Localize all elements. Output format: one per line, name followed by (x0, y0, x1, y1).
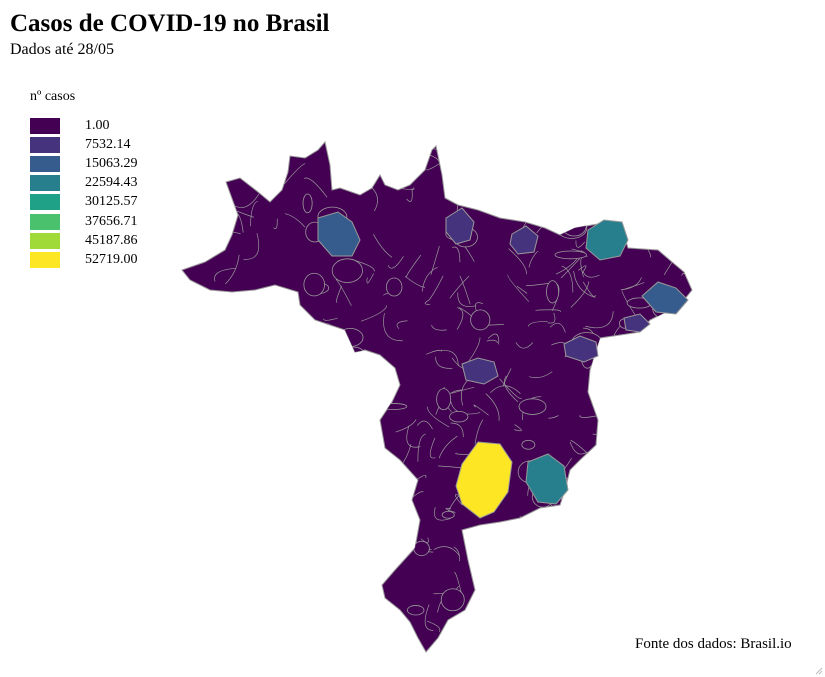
data-source-credit: Fonte dos dados: Brasil.io (635, 636, 792, 652)
legend-label: 45187.86 (85, 232, 138, 248)
legend-label: 15063.29 (85, 155, 138, 171)
legend-item: 1.00 (30, 116, 138, 135)
legend-title: nº casos (30, 89, 76, 104)
legend-swatch (30, 232, 60, 249)
map-region-northeast-city-c (623, 313, 651, 333)
map-region-northeast-city-b (641, 281, 689, 315)
legend-label: 22594.43 (85, 175, 138, 191)
map-region-southeast-city-b (525, 453, 569, 505)
legend-item: 22594.43 (30, 174, 138, 193)
map-title: Casos de COVID-19 no Brasil (10, 10, 330, 37)
legend-swatch (30, 155, 60, 172)
map-region-northeast-city-a (585, 219, 629, 261)
map-region-north-coast-city-a (445, 207, 475, 245)
legend-swatch (30, 136, 60, 153)
legend-label: 37656.71 (85, 213, 138, 229)
map-region-east-coast-city (563, 335, 599, 363)
legend-item: 7532.14 (30, 135, 138, 154)
legend-label: 30125.57 (85, 194, 138, 210)
legend-item: 45187.86 (30, 231, 138, 250)
legend-item: 52719.00 (30, 250, 138, 269)
highlighted-regions (317, 207, 689, 519)
map-region-north-coast-city-b (509, 225, 539, 255)
legend-label: 52719.00 (85, 251, 138, 267)
legend-label: 1.00 (85, 117, 110, 133)
legend-item: 15063.29 (30, 154, 138, 173)
legend-swatch (30, 175, 60, 192)
map-region-southeast-city-a (455, 441, 513, 519)
legend-swatch (30, 117, 60, 134)
legend-item: 37656.71 (30, 212, 138, 231)
map-subtitle: Dados até 28/05 (10, 41, 114, 58)
legend-swatch (30, 251, 60, 268)
legend-item: 30125.57 (30, 193, 138, 212)
legend-label: 7532.14 (85, 136, 131, 152)
legend-swatch (30, 213, 60, 230)
map-region-northwest-city (317, 211, 361, 257)
resize-grip-icon[interactable] (815, 667, 823, 675)
map-region-central-city (461, 357, 499, 385)
legend: nº casos 1.00 7532.14 15063.29 22594.43 3012… (30, 88, 138, 270)
legend-swatch (30, 194, 60, 211)
